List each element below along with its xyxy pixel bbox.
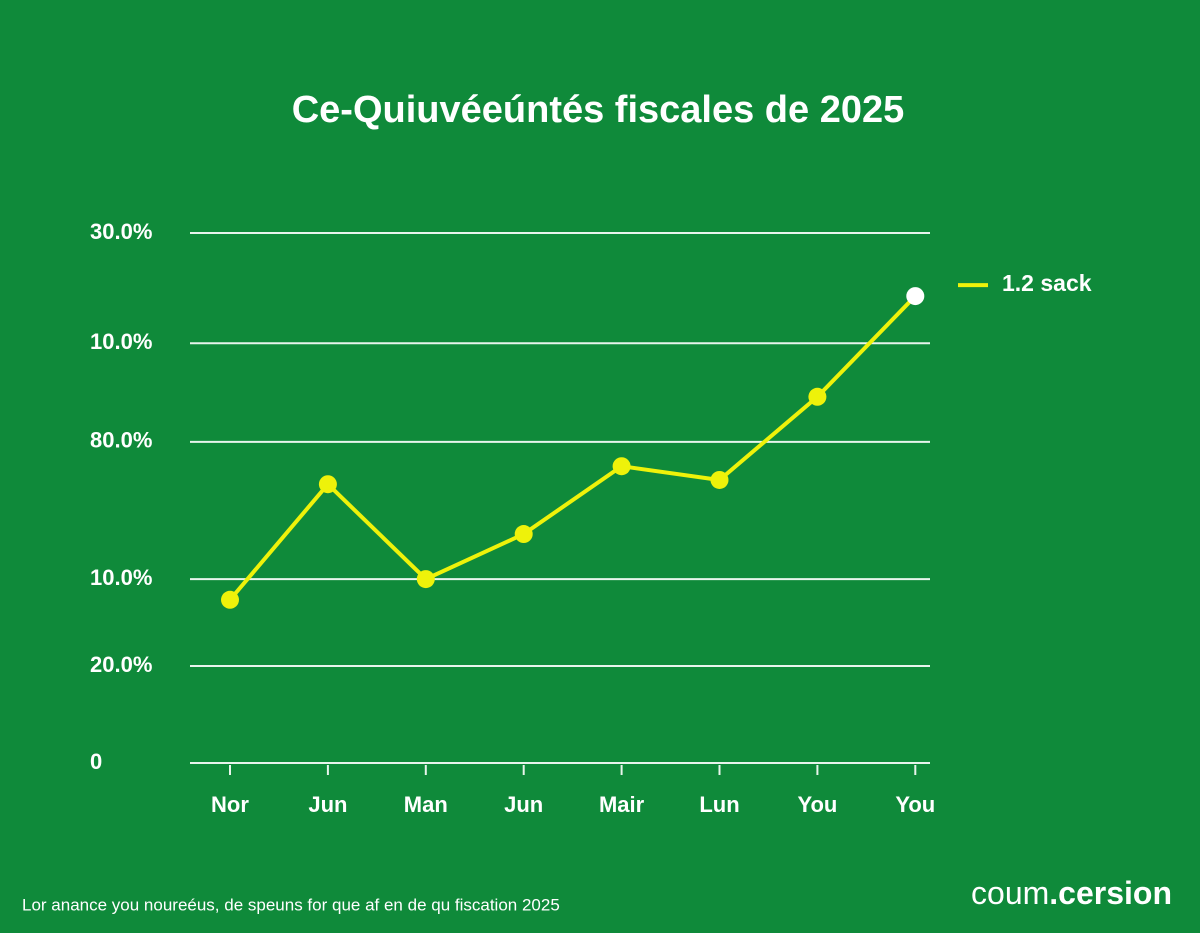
brand: coum.cersion xyxy=(971,875,1172,911)
x-tick-label: Jun xyxy=(504,792,543,817)
point xyxy=(416,570,435,589)
point xyxy=(612,457,631,476)
caption: Lor anance you noureéus, de speuns for q… xyxy=(22,895,560,914)
x-tick-label: You xyxy=(895,792,935,817)
point xyxy=(710,470,729,489)
point xyxy=(906,287,925,306)
point xyxy=(221,590,239,609)
x-tick-label: Lun xyxy=(699,792,739,817)
x-tick-label: Man xyxy=(404,792,448,817)
y-tick-label: 30.0% xyxy=(90,219,152,244)
y-tick-label: 0 xyxy=(90,749,102,774)
brand-prefix: coum xyxy=(971,875,1049,911)
x-tick-label: Mair xyxy=(599,792,645,817)
series-line xyxy=(228,294,917,602)
chart-title: Ce-Quiuvéeúntés fiscales de 2025 xyxy=(292,89,905,131)
point xyxy=(808,387,827,406)
x-tick-label: Nor xyxy=(211,792,249,817)
x-tick-label: You xyxy=(797,792,837,817)
y-tick-label: 20.0% xyxy=(90,652,152,677)
brand-suffix: .cersion xyxy=(1049,875,1172,911)
x-tick-label: Jun xyxy=(308,792,347,817)
point xyxy=(318,475,337,494)
y-tick-label: 10.0% xyxy=(90,565,152,590)
y-tick-label: 80.0% xyxy=(90,428,152,453)
legend-label: 1.2 sack xyxy=(1002,270,1092,296)
point xyxy=(514,525,533,544)
y-tick-label: 10.0% xyxy=(90,329,152,354)
